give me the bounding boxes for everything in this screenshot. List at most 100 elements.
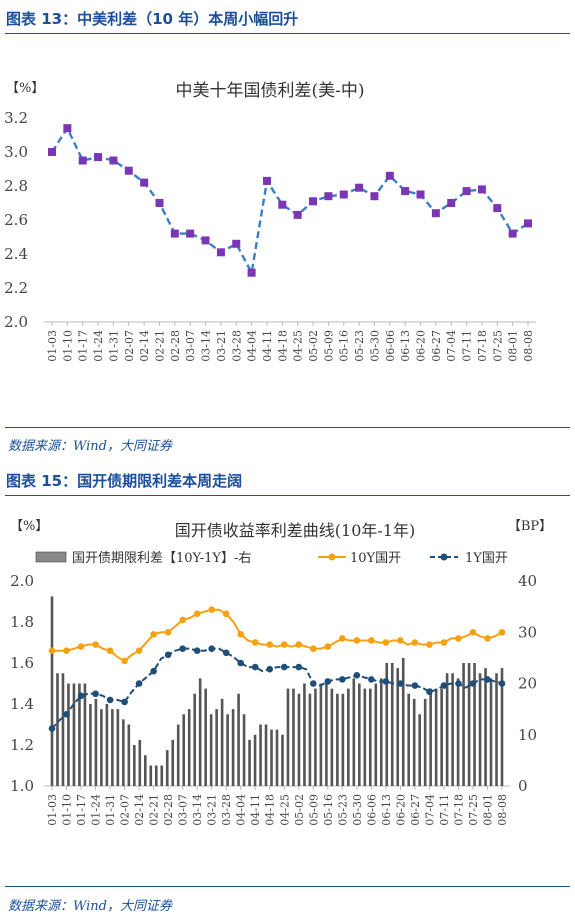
spread-bar (193, 693, 196, 786)
spread-bar (297, 693, 301, 786)
data-point (247, 268, 256, 277)
x-tick-label: 05-16 (322, 794, 335, 826)
x-tick-label: 04-25 (278, 794, 291, 826)
x-tick-label: 08-08 (496, 794, 509, 826)
x-tick-label: 05-02 (293, 794, 306, 826)
y-tick-label-left: 1.6 (10, 654, 34, 672)
point-1y (469, 680, 477, 687)
spread-bar (165, 750, 169, 786)
spread-bar (286, 688, 290, 786)
chart-us-china-spread: 中美十年国债利差(美-中) 【%】 2.0 2.2 2.4 2.6 2.8 3.0 3.2 01-… (4, 81, 536, 362)
x-tick-label: 06-06 (384, 330, 397, 362)
spread-bar (220, 698, 224, 786)
spread-bar (445, 673, 449, 786)
spread-bar (127, 724, 131, 786)
point-1y (339, 676, 346, 683)
x-tick-label: 03-14 (200, 330, 213, 362)
x-tick-label: 05-30 (368, 330, 381, 362)
point-1y (426, 688, 433, 695)
x-tick-label: 05-16 (338, 330, 351, 362)
spread-bar (429, 688, 432, 786)
x-tick-label: 07-04 (445, 330, 458, 362)
y-tick-label: 2.4 (4, 245, 28, 263)
spread-bar (209, 714, 213, 786)
spread-bar (396, 668, 400, 786)
point-1y (440, 682, 448, 689)
x-tick-label: 08-08 (522, 330, 535, 362)
x-tick-label: 02-28 (169, 330, 182, 362)
spread-bar (56, 673, 59, 786)
y-tick-label-right: 30 (518, 623, 537, 641)
point-1y (251, 663, 259, 671)
x-tick-label: 07-04 (423, 794, 436, 826)
data-point (94, 153, 103, 162)
x-tick-label: 03-07 (177, 794, 190, 826)
point-10y (397, 637, 404, 644)
x-tick-label: 07-25 (467, 794, 480, 826)
x-tick-label: 08-01 (481, 794, 494, 826)
x-tick-label: 07-11 (438, 794, 451, 826)
point-1y (280, 663, 288, 671)
point-1y (150, 667, 157, 675)
spread-bar (281, 734, 284, 786)
x-tick-label: 06-13 (399, 330, 412, 362)
spread-bar (347, 688, 350, 786)
point-1y (106, 696, 114, 704)
data-point (370, 192, 379, 201)
data-point (462, 187, 471, 196)
data-point (155, 199, 164, 207)
x-tick-label: 03-28 (230, 330, 243, 362)
spread-bar (83, 683, 87, 786)
spread-bar (231, 709, 235, 786)
spread-bar (451, 673, 454, 786)
x-tick-label: 07-25 (491, 330, 504, 362)
spread-bar (259, 724, 262, 786)
spread-bar (171, 739, 175, 786)
spread-bar (341, 693, 345, 786)
data-point (447, 199, 456, 207)
x-tick-label: 04-18 (264, 794, 277, 826)
x-tick-label: 05-09 (307, 794, 320, 826)
x-tick-label: 02-21 (148, 794, 161, 826)
x-tick-label: 06-06 (365, 794, 378, 826)
data-point (355, 183, 364, 192)
x-tick-label: 01-03 (46, 794, 59, 826)
point-10y (368, 637, 375, 644)
spread-bar (434, 688, 438, 786)
spread-bar (462, 663, 465, 786)
point-10y (280, 641, 288, 648)
point-10y (484, 635, 491, 642)
x-tick-label: 01-17 (75, 794, 88, 826)
x-tick-label: 05-23 (336, 794, 349, 826)
data-point (63, 124, 72, 133)
x-tick-label: 06-20 (394, 794, 407, 826)
spread-bar (374, 683, 378, 786)
spread-bar (100, 709, 103, 786)
y-tick-label-left: 1.8 (10, 613, 34, 631)
figure-15-rule (5, 495, 570, 496)
y-tick-label-right: 40 (518, 572, 537, 590)
point-10y (251, 639, 259, 646)
point-1y (295, 663, 303, 671)
point-1y (237, 659, 245, 667)
data-point (278, 200, 287, 209)
point-10y (469, 628, 477, 636)
x-tick-label: 04-11 (249, 794, 262, 826)
x-tick-label: 02-14 (133, 794, 146, 826)
spread-bar (94, 698, 98, 786)
y-tick-label: 2.2 (4, 279, 28, 297)
x-tick-label: 02-07 (119, 794, 132, 826)
spread-bar (390, 663, 394, 786)
spread-bar (358, 683, 361, 786)
x-tick-label: 01-03 (46, 330, 59, 362)
point-10y (426, 641, 433, 648)
point-1y (411, 682, 419, 689)
point-10y (237, 631, 245, 638)
x-tick-label: 05-09 (322, 330, 335, 362)
spread-bar (176, 724, 180, 786)
point-10y (208, 606, 215, 613)
point-1y (135, 680, 143, 687)
spread-bar (237, 693, 240, 786)
chart-title: 中美十年国债利差(美-中) (175, 81, 364, 101)
point-10y (309, 645, 317, 652)
